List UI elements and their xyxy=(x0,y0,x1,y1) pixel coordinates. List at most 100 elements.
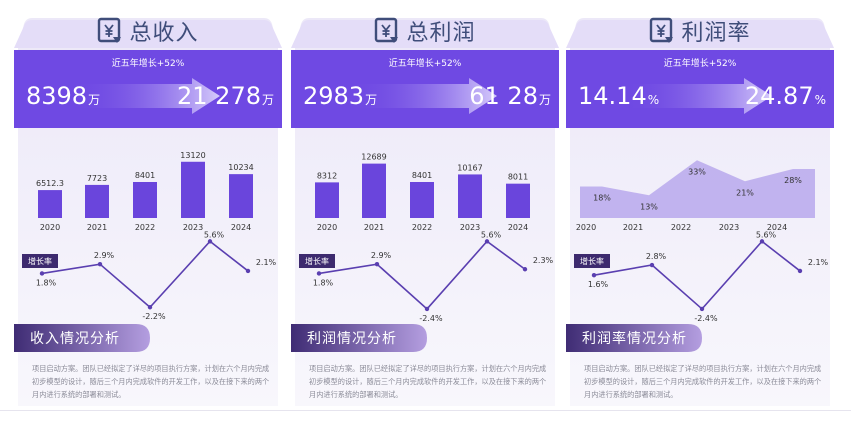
end-value: 61 28万 xyxy=(469,82,551,110)
growth-point xyxy=(424,306,430,312)
growth-point xyxy=(759,239,765,244)
end-value-unit: 万 xyxy=(538,93,551,107)
growth-line xyxy=(318,240,526,311)
x-tick-label: 2020 xyxy=(576,223,596,232)
growth-tag-label: 增长率 xyxy=(580,256,604,266)
growth-value-label: 2.1% xyxy=(256,258,277,267)
growth-point xyxy=(316,271,322,276)
growth-tag xyxy=(574,254,610,268)
growth-point xyxy=(374,261,380,267)
profit-panel: 总利润 近五年增长+52% 2983万 61 28万 8312 2020 12689… xyxy=(291,8,559,406)
x-tick-label: 2020 xyxy=(40,223,60,232)
growth-value-label: 1.8% xyxy=(36,278,57,287)
growth-arrow xyxy=(72,78,220,114)
growth-point xyxy=(591,272,597,278)
x-tick-label: 2021 xyxy=(87,223,107,232)
bar xyxy=(229,174,253,218)
start-value-unit: 万 xyxy=(88,93,101,107)
x-tick-label: 2022 xyxy=(671,223,691,232)
growth-value-label: 2.8% xyxy=(646,252,667,261)
start-value: 2983万 xyxy=(303,82,377,110)
growth-value-label: 5.6% xyxy=(756,230,777,239)
bar-value-label: 8401 xyxy=(135,171,155,180)
area-fill xyxy=(580,160,815,218)
bar-value-label: 12689 xyxy=(361,153,386,162)
section-tab xyxy=(291,324,427,352)
x-tick-label: 2024 xyxy=(508,223,528,232)
end-value-number: 61 28 xyxy=(469,82,538,110)
growth-value-label: 2.3% xyxy=(533,256,554,265)
x-tick-label: 2024 xyxy=(231,223,251,232)
area-value-label: 18% xyxy=(593,194,611,203)
growth-value-label: 2.9% xyxy=(94,251,115,260)
margin-panel: 利润率 近五年增长+52% 14.14% 24.87% 18% 2020 13% 20… xyxy=(566,8,834,406)
growth-value-label: -2.4% xyxy=(694,314,718,323)
end-value-unit: % xyxy=(814,93,826,107)
bar xyxy=(506,183,530,218)
chart-area: 6512.3 2020 7723 2021 8401 2022 13120 2023 10234… xyxy=(22,151,277,321)
chart-area: 8312 2020 12689 2021 8401 2022 10167 2023 8011 20… xyxy=(299,153,554,323)
bar xyxy=(362,163,386,218)
growth-tag-label: 增长率 xyxy=(305,256,329,266)
growth-line xyxy=(593,240,801,311)
x-tick-label: 2023 xyxy=(719,223,739,232)
growth-value-label: -2.2% xyxy=(142,312,166,321)
bar xyxy=(458,174,482,218)
bar xyxy=(38,190,62,218)
growth-point xyxy=(699,306,705,312)
chart-area: 18% 2020 13% 2021 33% 2022 21% 2023 28% 2024 1.6% 2… xyxy=(574,160,829,323)
bar-value-label: 7723 xyxy=(87,174,107,183)
growth-point xyxy=(97,261,103,267)
growth-point xyxy=(245,268,251,274)
area-value-label: 13% xyxy=(640,202,658,211)
end-value-number: 24.87 xyxy=(744,82,814,110)
bar-value-label: 10167 xyxy=(457,163,482,172)
growth-note: 近五年增长+52% xyxy=(111,59,185,69)
yen-document-icon xyxy=(375,17,399,43)
x-tick-label: 2023 xyxy=(460,223,480,232)
yen-document-icon xyxy=(98,17,122,43)
panel-title-text: 总收入 xyxy=(129,21,199,46)
bar-value-label: 8011 xyxy=(508,173,528,182)
growth-point xyxy=(39,271,45,276)
growth-value-label: 1.8% xyxy=(313,278,334,287)
section-title: 收入情况分析 xyxy=(30,331,120,347)
panel-title: 总收入 xyxy=(14,14,282,48)
growth-line xyxy=(41,240,249,309)
analysis-paragraph: 项目启动方案。团队已经拟定了详尽的项目执行方案，计划在六个月内完成初步模型的设计… xyxy=(32,364,270,399)
growth-point xyxy=(484,239,490,244)
start-value-number: 14.14 xyxy=(578,82,647,110)
area-value-label: 21% xyxy=(736,188,754,197)
area-value-label: 33% xyxy=(688,167,706,176)
bar-value-label: 8401 xyxy=(412,171,432,180)
start-value: 8398万 xyxy=(26,82,100,110)
growth-note: 近五年增长+52% xyxy=(388,59,462,69)
x-tick-label: 2022 xyxy=(135,223,155,232)
growth-tag xyxy=(299,254,335,268)
bar xyxy=(133,181,157,218)
analysis-paragraph: 项目启动方案。团队已经拟定了详尽的项目执行方案，计划在六个月内完成初步模型的设计… xyxy=(584,364,822,399)
growth-arrow xyxy=(624,78,772,114)
revenue-panel: 总收入 近五年增长+52% 8398万 21 278万 6512.3 2020 77… xyxy=(14,8,282,406)
section-title: 利润情况分析 xyxy=(307,331,397,347)
section-title: 利润率情况分析 xyxy=(582,331,687,347)
growth-point xyxy=(797,268,803,274)
yen-document-icon xyxy=(650,17,674,43)
section-tab xyxy=(566,324,702,352)
section-tab xyxy=(14,324,150,352)
growth-value-label: 1.6% xyxy=(588,280,609,289)
x-tick-label: 2021 xyxy=(623,223,643,232)
x-tick-label: 2023 xyxy=(183,223,203,232)
end-value-unit: 万 xyxy=(261,93,274,107)
growth-tag-label: 增长率 xyxy=(28,256,52,266)
x-tick-label: 2021 xyxy=(364,223,384,232)
bottom-divider xyxy=(0,410,851,411)
growth-value-label: 5.6% xyxy=(204,230,225,239)
growth-point xyxy=(207,239,213,244)
start-value: 14.14% xyxy=(578,82,659,110)
bar xyxy=(410,181,434,218)
growth-value-label: 2.1% xyxy=(808,258,829,267)
growth-point xyxy=(147,305,153,310)
x-tick-label: 2020 xyxy=(317,223,337,232)
panel-title: 总利润 xyxy=(291,14,559,48)
